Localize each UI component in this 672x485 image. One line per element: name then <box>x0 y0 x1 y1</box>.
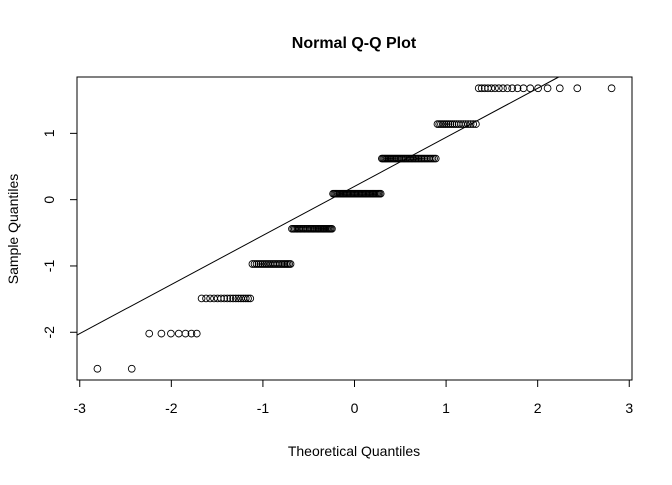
data-point <box>438 120 447 128</box>
data-point <box>607 84 616 93</box>
data-point <box>555 84 564 93</box>
data-point <box>181 329 190 338</box>
chart-title: Normal Q-Q Plot <box>292 35 417 52</box>
data-point <box>573 84 582 93</box>
reference-line-group <box>76 76 559 336</box>
y-tick-label: -2 <box>41 326 57 339</box>
data-point <box>223 294 232 303</box>
data-point <box>226 294 235 303</box>
data-point <box>446 120 455 128</box>
data-point <box>234 294 243 303</box>
data-point <box>503 84 512 93</box>
data-point <box>241 294 250 303</box>
data-point <box>174 329 183 338</box>
data-point <box>513 84 522 93</box>
data-point <box>472 120 480 128</box>
x-tick-label: -1 <box>257 400 270 416</box>
data-point <box>254 260 263 268</box>
data-point <box>459 120 468 128</box>
x-tick-label: 0 <box>351 400 359 416</box>
data-point <box>477 84 486 93</box>
data-point <box>495 84 503 93</box>
data-point <box>328 224 336 233</box>
data-point <box>229 294 237 303</box>
data-point <box>437 120 445 128</box>
data-point <box>250 260 259 268</box>
data-point <box>440 120 449 128</box>
data-point <box>93 364 102 373</box>
data-points <box>93 84 616 373</box>
data-point <box>246 294 255 303</box>
data-point <box>192 329 201 338</box>
data-point <box>231 294 240 303</box>
data-point <box>534 84 542 93</box>
x-tick-label: 3 <box>625 400 633 416</box>
data-point <box>220 294 229 303</box>
data-point <box>431 154 440 163</box>
data-point <box>167 329 175 338</box>
data-point <box>526 84 535 93</box>
data-point <box>256 260 265 268</box>
data-point <box>202 294 210 303</box>
x-tick-label: 2 <box>534 400 542 416</box>
data-point <box>187 329 196 338</box>
data-point <box>206 294 215 303</box>
data-point <box>508 84 517 93</box>
data-point <box>217 294 225 303</box>
data-point <box>145 329 154 338</box>
reference-line <box>76 76 559 336</box>
data-point <box>127 364 136 373</box>
y-axis: -2 -1 0 1 <box>41 129 78 339</box>
y-axis-label: Sample Quantiles <box>5 174 21 285</box>
x-axis: -3 -2 -1 0 1 2 3 <box>74 379 633 416</box>
data-point <box>499 84 507 93</box>
data-point <box>197 294 206 303</box>
x-axis-label: Theoretical Quantiles <box>288 443 420 459</box>
data-point <box>444 120 453 128</box>
y-tick-label: -1 <box>41 260 57 273</box>
plot-box <box>76 76 633 381</box>
data-point <box>244 294 252 303</box>
data-point <box>466 120 475 128</box>
y-tick-label: 1 <box>41 129 57 137</box>
data-point <box>376 189 385 198</box>
data-point <box>248 260 257 268</box>
data-point <box>487 84 496 93</box>
data-point <box>258 260 267 268</box>
y-tick-label: 0 <box>41 196 57 204</box>
data-point <box>157 329 166 338</box>
data-point <box>543 84 552 93</box>
data-point <box>252 260 261 268</box>
data-point <box>448 120 457 128</box>
x-tick-label: -3 <box>74 400 87 416</box>
x-tick-label: -2 <box>165 400 178 416</box>
data-point <box>491 84 499 93</box>
data-point <box>286 260 295 268</box>
data-point <box>442 120 451 128</box>
data-point <box>474 84 483 93</box>
data-point <box>461 120 470 128</box>
x-tick-label: 1 <box>442 400 450 416</box>
